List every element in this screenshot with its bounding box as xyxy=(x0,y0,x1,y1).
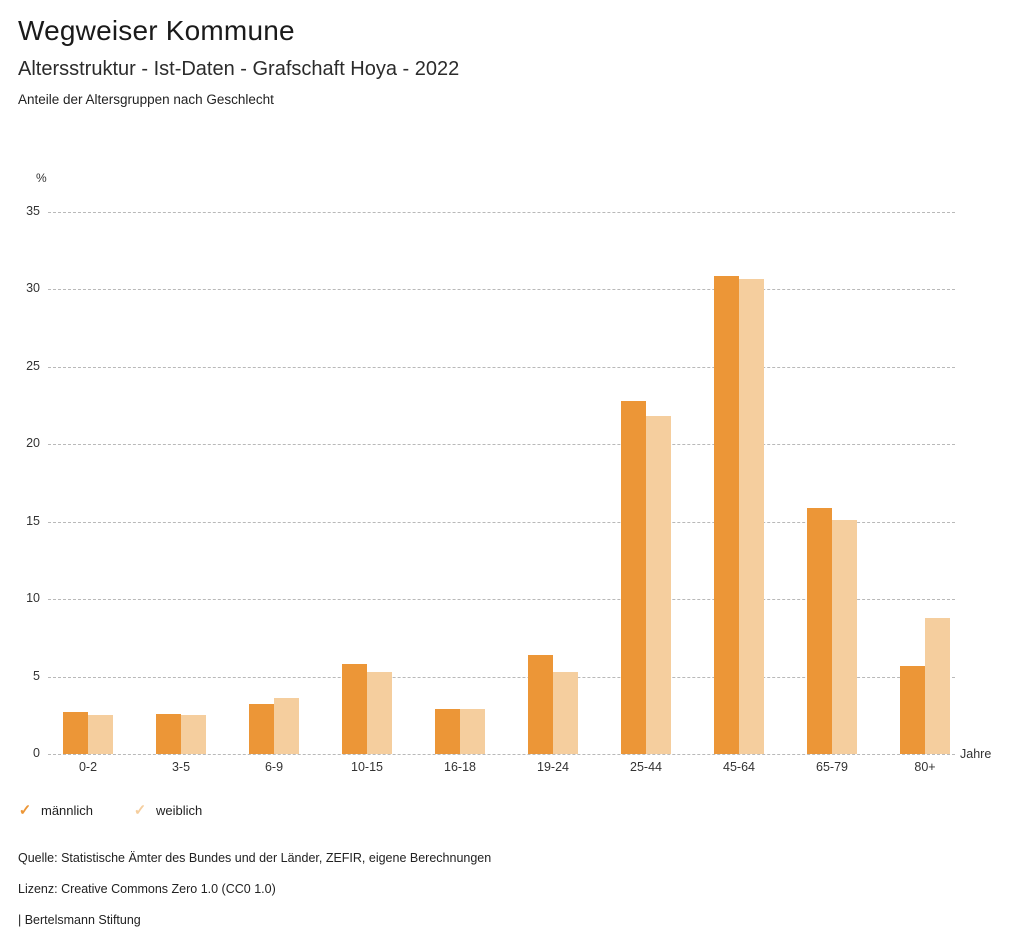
bar-weiblich[interactable] xyxy=(181,715,206,754)
gridline xyxy=(48,599,955,601)
chart-description: Anteile der Altersgruppen nach Geschlech… xyxy=(18,92,274,107)
bar-weiblich[interactable] xyxy=(925,617,950,754)
check-icon: ✓ xyxy=(133,801,147,819)
y-axis-tick-label: 35 xyxy=(26,204,40,218)
bar-maennlich[interactable] xyxy=(63,712,88,754)
chart-subtitle: Altersstruktur - Ist-Daten - Grafschaft … xyxy=(18,58,460,80)
x-axis-tick-label: 45-64 xyxy=(723,760,755,774)
y-axis-tick-label: 0 xyxy=(33,746,40,760)
bar-group xyxy=(714,212,764,754)
bar-group xyxy=(342,212,392,754)
y-axis-tick-label: 15 xyxy=(26,513,40,528)
y-axis-tick-label: 20 xyxy=(26,436,40,451)
x-axis-tick-label: 80+ xyxy=(914,760,936,774)
footer-publisher: | Bertelsmann Stiftung xyxy=(18,913,141,927)
bar-maennlich[interactable] xyxy=(156,713,181,754)
bar-maennlich[interactable] xyxy=(528,654,553,754)
bar-weiblich[interactable] xyxy=(367,671,392,754)
gridline xyxy=(48,444,955,446)
chart-header: Wegweiser Kommune Altersstruktur - Ist-D… xyxy=(18,14,998,109)
footer-license: Lizenz: Creative Commons Zero 1.0 (CC0 1… xyxy=(18,882,276,896)
bar-maennlich[interactable] xyxy=(807,507,832,754)
legend-label: männlich xyxy=(41,803,94,818)
bar-weiblich[interactable] xyxy=(274,698,299,754)
gridline xyxy=(48,676,955,678)
bar-maennlich[interactable] xyxy=(900,665,925,754)
legend-item-maennlich[interactable]: ✓ männlich xyxy=(18,801,94,819)
axis-baseline xyxy=(48,754,955,755)
gridline xyxy=(48,521,955,523)
bar-weiblich[interactable] xyxy=(460,709,485,754)
legend-label: weiblich xyxy=(156,803,203,818)
bar-group xyxy=(900,212,950,754)
gridline xyxy=(48,366,955,368)
y-axis-tick-label: 10 xyxy=(26,591,40,606)
bar-weiblich[interactable] xyxy=(739,278,764,754)
bar-weiblich[interactable] xyxy=(832,520,857,754)
x-axis-tick-label: 25-44 xyxy=(630,760,662,774)
chart-legend: ✓ männlich ✓ weiblich xyxy=(18,801,203,819)
x-axis-tick-label: 0-2 xyxy=(78,760,98,774)
bar-group xyxy=(63,212,113,754)
bar-group xyxy=(621,212,671,754)
bar-group xyxy=(435,212,485,754)
y-axis-tick-label: 5 xyxy=(33,668,40,683)
legend-item-weiblich[interactable]: ✓ weiblich xyxy=(133,801,203,819)
bar-maennlich[interactable] xyxy=(435,709,460,754)
gridline xyxy=(48,289,955,291)
bar-group xyxy=(807,212,857,754)
bar-weiblich[interactable] xyxy=(88,715,113,754)
bar-group xyxy=(249,212,299,754)
x-axis-tick-label: 6-9 xyxy=(264,760,284,774)
x-axis-unit-label: Jahre xyxy=(960,747,992,761)
chart-footer: Quelle: Statistische Ämter des Bundes un… xyxy=(18,843,491,936)
x-axis-tick-label: 19-24 xyxy=(537,760,569,774)
bar-maennlich[interactable] xyxy=(714,275,739,754)
footer-source: Quelle: Statistische Ämter des Bundes un… xyxy=(18,851,492,865)
x-axis-tick-label: 16-18 xyxy=(444,760,476,774)
bar-series-group xyxy=(48,212,955,754)
page-title: Wegweiser Kommune xyxy=(18,15,295,46)
x-axis-tick-label: 65-79 xyxy=(816,760,848,774)
y-axis-tick-label: 25 xyxy=(26,358,40,373)
y-axis-unit-label: % xyxy=(36,171,47,185)
bar-maennlich[interactable] xyxy=(342,664,367,754)
x-axis-tick-label: 10-15 xyxy=(351,760,383,774)
y-axis-tick-label: 30 xyxy=(26,281,40,296)
bar-weiblich[interactable] xyxy=(553,671,578,754)
bar-group xyxy=(528,212,578,754)
bar-maennlich[interactable] xyxy=(621,400,646,754)
bar-group xyxy=(156,212,206,754)
check-icon: ✓ xyxy=(18,801,32,819)
bar-maennlich[interactable] xyxy=(249,704,274,754)
gridline xyxy=(48,212,955,213)
x-axis-tick-label: 3-5 xyxy=(171,760,191,774)
chart-container: % Jahre 0 5 10 15 20 25 30 35 0-2 3-5 6-9 10-15 16-… xyxy=(26,171,992,774)
plot-area: 0 5 10 15 20 25 30 35 0-2 3-5 6-9 10-15 16-18 19-24 2… xyxy=(26,204,955,774)
bar-weiblich[interactable] xyxy=(646,416,671,754)
